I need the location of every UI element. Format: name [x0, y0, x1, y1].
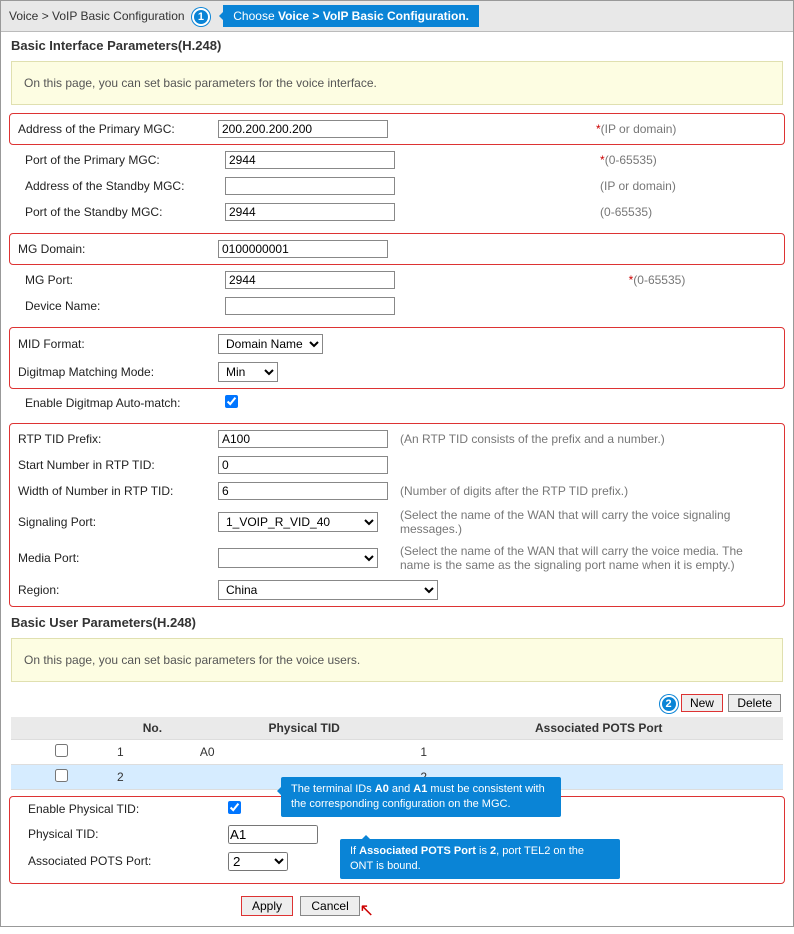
label-rtp-width: Width of Number in RTP TID: [12, 478, 212, 504]
section-title-user: Basic User Parameters(H.248) [1, 609, 793, 634]
label-enable-tid: Enable Physical TID: [20, 797, 220, 821]
input-mg-domain[interactable] [218, 240, 388, 258]
step-badge-2: 2 [660, 695, 678, 713]
col-no: No. [111, 717, 194, 740]
label-digitmap-mode: Digitmap Matching Mode: [12, 358, 212, 386]
label-rtp-prefix: RTP TID Prefix: [12, 426, 212, 452]
label-region: Region: [12, 576, 212, 604]
label-media-port: Media Port: [12, 540, 212, 576]
input-rtp-width[interactable] [218, 482, 388, 500]
select-signaling-port[interactable]: 1_VOIP_R_VID_40 [218, 512, 378, 532]
label-primary-mgc-addr: Address of the Primary MGC: [12, 116, 212, 142]
step-badge-1: 1 [192, 8, 210, 26]
select-assoc-port[interactable]: 2 [228, 852, 288, 871]
apply-button[interactable]: Apply [241, 896, 293, 916]
cell-port: 1 [414, 739, 783, 764]
new-button[interactable]: New [681, 694, 723, 712]
group-primary-mgc: Address of the Primary MGC: *(IP or doma… [9, 113, 785, 145]
label-auto-match: Enable Digitmap Auto-match: [19, 391, 219, 415]
checkbox-auto-match[interactable] [225, 395, 238, 408]
checkbox-enable-tid[interactable] [228, 801, 241, 814]
label-primary-mgc-port: Port of the Primary MGC: [19, 147, 219, 173]
apply-row: Apply Cancel ↖ [1, 888, 793, 926]
cell-no: 2 [111, 764, 194, 789]
col-checkbox [11, 717, 111, 740]
input-rtp-prefix[interactable] [218, 430, 388, 448]
label-standby-mgc-port: Port of the Standby MGC: [19, 199, 219, 225]
group-mg-domain: MG Domain: [9, 233, 785, 265]
info-box-user: On this page, you can set basic paramete… [11, 638, 783, 682]
delete-button[interactable]: Delete [728, 694, 781, 712]
info-box-interface: On this page, you can set basic paramete… [11, 61, 783, 105]
input-standby-mgc-port[interactable] [225, 203, 395, 221]
cell-tid: A0 [194, 739, 415, 764]
select-region[interactable]: China [218, 580, 438, 600]
col-port: Associated POTS Port [414, 717, 783, 740]
row-checkbox[interactable] [55, 744, 68, 757]
row-checkbox[interactable] [55, 769, 68, 782]
table-row[interactable]: 1A01 [11, 739, 783, 764]
cancel-button[interactable]: Cancel [300, 896, 359, 916]
callout-tid: The terminal IDs A0 and A1 must be consi… [281, 777, 561, 817]
label-rtp-start: Start Number in RTP TID: [12, 452, 212, 478]
group-rtp: RTP TID Prefix: (An RTP TID consists of … [9, 423, 785, 607]
breadcrumb-text: Voice > VoIP Basic Configuration [9, 9, 185, 23]
callout-port: If Associated POTS Port is 2, port TEL2 … [340, 839, 620, 879]
label-signaling-port: Signaling Port: [12, 504, 212, 540]
group-mid-format: MID Format: Domain Name Digitmap Matchin… [9, 327, 785, 389]
label-physical-tid: Physical TID: [20, 821, 220, 848]
input-standby-mgc-addr[interactable] [225, 177, 395, 195]
label-device-name: Device Name: [19, 293, 219, 319]
label-mg-port: MG Port: [19, 267, 219, 293]
label-standby-mgc-addr: Address of the Standby MGC: [19, 173, 219, 199]
breadcrumb: Voice > VoIP Basic Configuration 1 Choos… [1, 1, 793, 32]
select-mid-format[interactable]: Domain Name [218, 334, 323, 354]
step-tip-1: Choose Voice > VoIP Basic Configuration. [223, 5, 479, 27]
input-primary-mgc-port[interactable] [225, 151, 395, 169]
cell-no: 1 [111, 739, 194, 764]
label-assoc-port: Associated POTS Port: [20, 848, 220, 875]
input-primary-mgc-addr[interactable] [218, 120, 388, 138]
table-actions: 2 New Delete [1, 690, 793, 715]
config-page: Voice > VoIP Basic Configuration 1 Choos… [0, 0, 794, 927]
col-tid: Physical TID [194, 717, 415, 740]
label-mid-format: MID Format: [12, 330, 212, 358]
input-rtp-start[interactable] [218, 456, 388, 474]
input-mg-port[interactable] [225, 271, 395, 289]
cursor-icon: ↖ [359, 900, 374, 920]
select-media-port[interactable] [218, 548, 378, 568]
label-mg-domain: MG Domain: [12, 236, 212, 262]
select-digitmap-mode[interactable]: Min [218, 362, 278, 382]
input-device-name[interactable] [225, 297, 395, 315]
input-physical-tid[interactable] [228, 825, 318, 844]
section-title-interface: Basic Interface Parameters(H.248) [1, 32, 793, 57]
